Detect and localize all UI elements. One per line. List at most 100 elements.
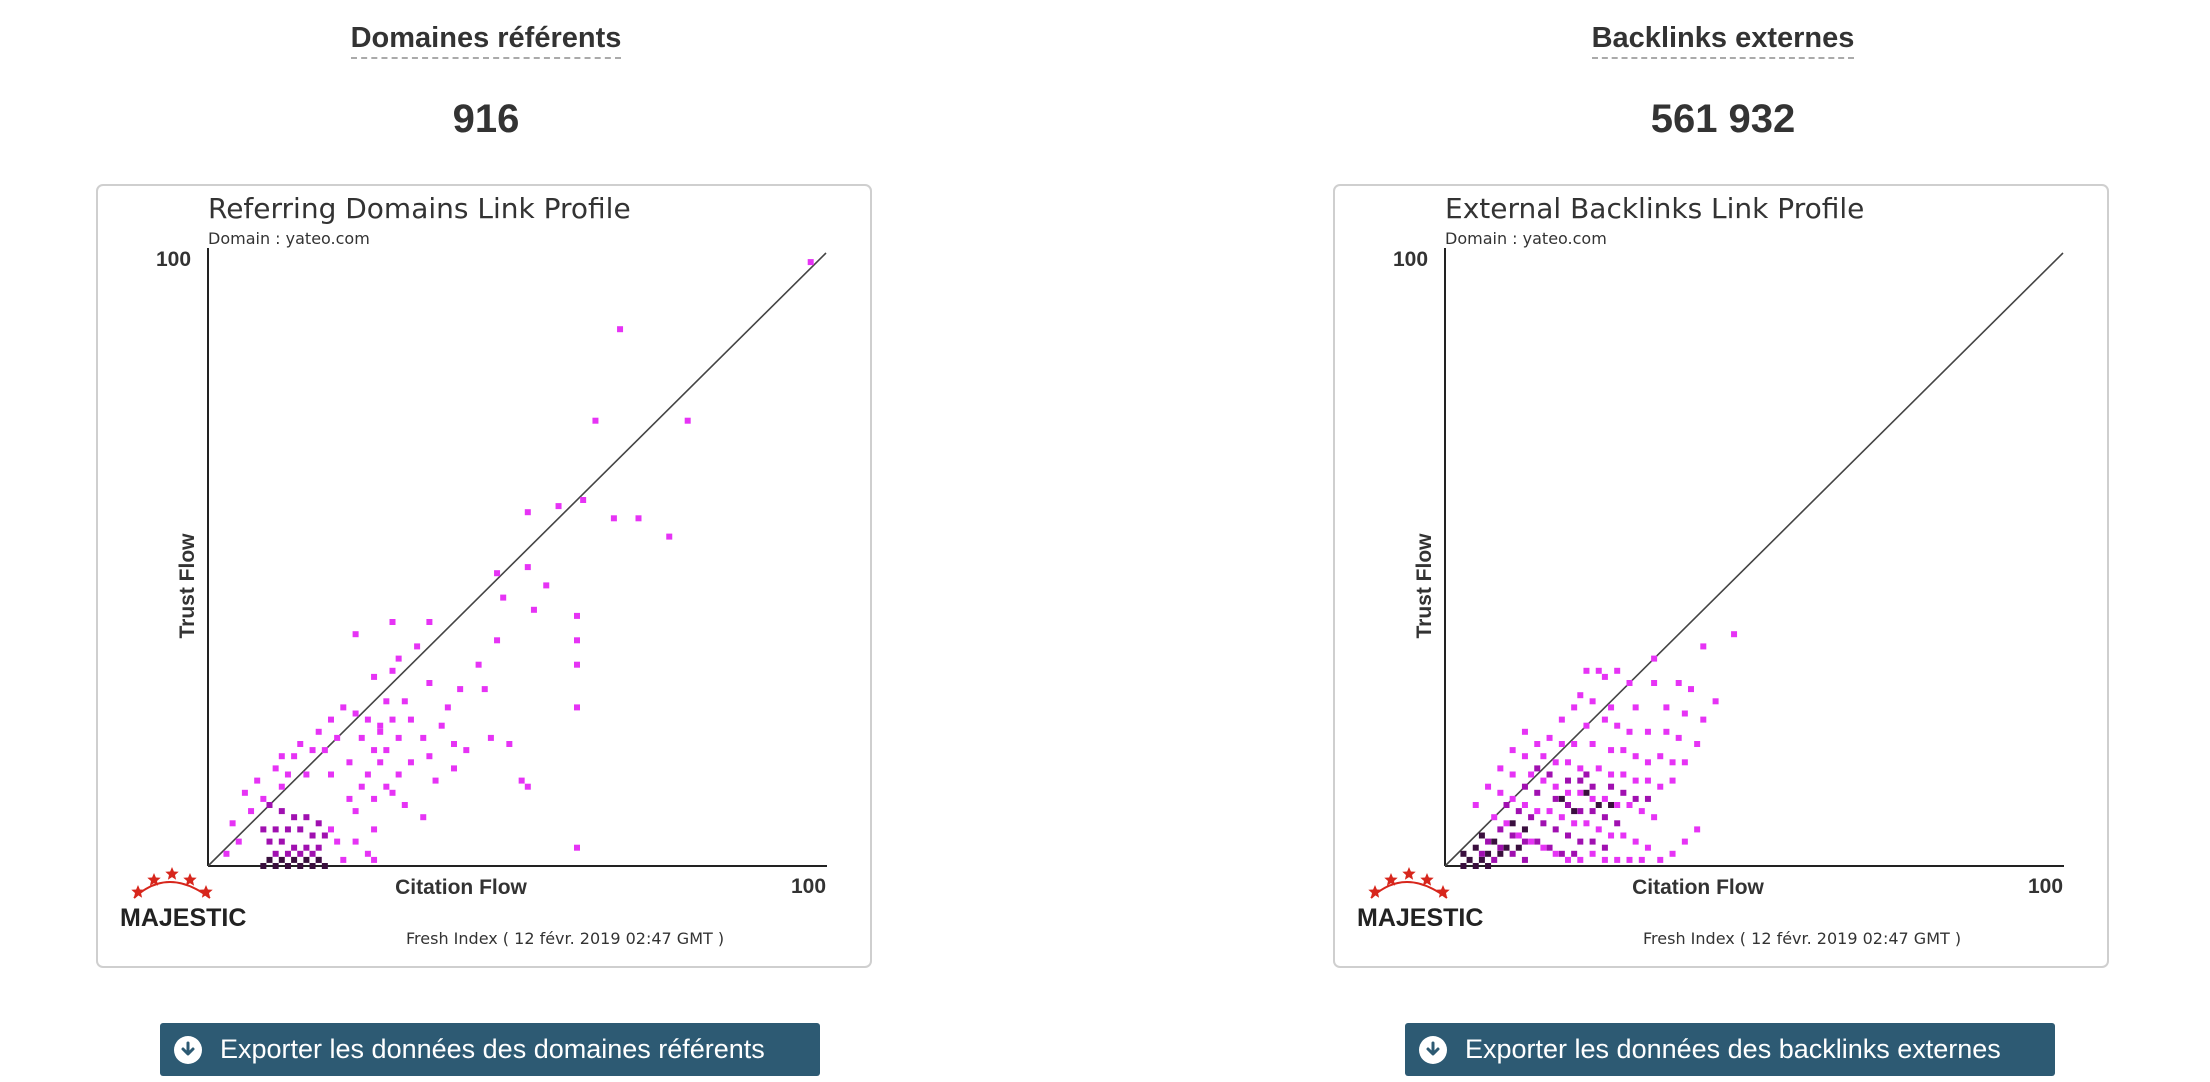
data-point	[297, 850, 304, 857]
data-point	[1632, 704, 1639, 711]
data-point	[1675, 734, 1682, 741]
y-max-tick: 100	[1393, 248, 1428, 271]
data-point	[1521, 838, 1528, 845]
data-point	[426, 680, 433, 686]
data-point	[328, 826, 334, 833]
data-point	[229, 820, 236, 827]
data-point	[1595, 826, 1602, 833]
data-point	[1644, 795, 1651, 802]
data-point	[266, 856, 273, 863]
data-point	[463, 747, 470, 754]
data-point	[401, 698, 408, 705]
data-point	[371, 826, 378, 833]
data-point	[475, 661, 482, 668]
data-point	[291, 753, 298, 760]
data-point	[666, 533, 673, 540]
data-point	[1534, 765, 1541, 772]
data-point	[1558, 716, 1565, 723]
data-point	[555, 503, 562, 510]
export-external-backlinks-label: Exporter les données des backlinks exter…	[1465, 1034, 2001, 1064]
data-point	[1571, 820, 1578, 827]
data-point	[1589, 838, 1596, 845]
data-point	[1478, 850, 1485, 857]
data-point	[1460, 863, 1467, 869]
data-point	[580, 497, 587, 503]
data-point	[1558, 795, 1565, 802]
x-max-tick: 100	[2028, 875, 2063, 898]
data-point	[1626, 728, 1633, 735]
data-point	[321, 747, 328, 754]
data-point	[1608, 704, 1615, 711]
export-referring-domains-button[interactable]: Exporter les données des domaines référe…	[160, 1023, 820, 1076]
data-point	[371, 673, 378, 680]
data-point	[1669, 759, 1676, 766]
data-point	[328, 716, 334, 723]
x-axis-title: Citation Flow	[395, 876, 527, 899]
data-point	[272, 850, 279, 857]
data-point	[223, 850, 230, 857]
data-point	[684, 417, 691, 424]
data-point	[1583, 789, 1590, 796]
data-point	[266, 802, 273, 808]
data-point	[1509, 850, 1516, 857]
data-point	[309, 832, 316, 839]
data-point	[1663, 728, 1670, 735]
data-point	[297, 826, 304, 833]
data-point	[1466, 856, 1473, 863]
logo-arc	[133, 881, 211, 899]
data-points	[223, 259, 814, 869]
data-point	[1515, 808, 1522, 815]
data-point	[1601, 673, 1608, 680]
data-point	[1589, 808, 1596, 815]
data-point	[278, 838, 285, 845]
data-point	[401, 802, 408, 808]
data-point	[1509, 771, 1516, 778]
export-external-backlinks-button[interactable]: Exporter les données des backlinks exter…	[1405, 1023, 2055, 1076]
data-point	[592, 417, 599, 424]
data-point	[1497, 789, 1504, 796]
data-point	[395, 734, 402, 741]
logo-star-icon	[1368, 885, 1382, 898]
data-point	[1626, 680, 1633, 686]
data-point	[1632, 777, 1639, 784]
data-point	[284, 771, 291, 778]
data-point	[1491, 838, 1498, 845]
data-point	[426, 619, 433, 625]
data-point	[407, 759, 414, 766]
data-point	[1669, 850, 1676, 857]
data-point	[1565, 856, 1571, 863]
data-point	[303, 856, 310, 863]
data-point	[1688, 686, 1694, 693]
data-point	[364, 716, 371, 723]
data-point	[1460, 850, 1467, 857]
data-point	[574, 612, 580, 619]
data-point	[1694, 826, 1701, 833]
data-point	[1614, 722, 1621, 729]
data-point	[364, 771, 371, 778]
data-point	[315, 856, 322, 863]
data-point	[309, 747, 316, 754]
external-backlinks-chart: External Backlinks Link Profile Domain : …	[1333, 184, 2109, 968]
data-point	[1540, 753, 1547, 760]
data-point	[1583, 820, 1590, 827]
data-point	[1608, 747, 1615, 754]
data-point	[1540, 844, 1547, 851]
data-point	[303, 814, 310, 821]
data-point	[494, 570, 501, 577]
diagonal-reference-line	[1444, 252, 2064, 867]
data-point	[266, 838, 273, 845]
data-point	[1681, 838, 1688, 845]
data-point	[524, 564, 531, 571]
data-point	[1601, 814, 1608, 821]
external-backlinks-count: 561 932	[1650, 97, 1796, 141]
data-point	[1472, 863, 1479, 869]
data-point	[1731, 631, 1738, 638]
data-point	[303, 771, 310, 778]
data-point	[321, 832, 328, 839]
data-point	[1626, 856, 1633, 863]
data-point	[1626, 802, 1633, 808]
data-point	[1577, 856, 1584, 863]
data-point	[321, 863, 328, 869]
data-point	[1552, 795, 1559, 802]
data-point	[1595, 667, 1602, 674]
